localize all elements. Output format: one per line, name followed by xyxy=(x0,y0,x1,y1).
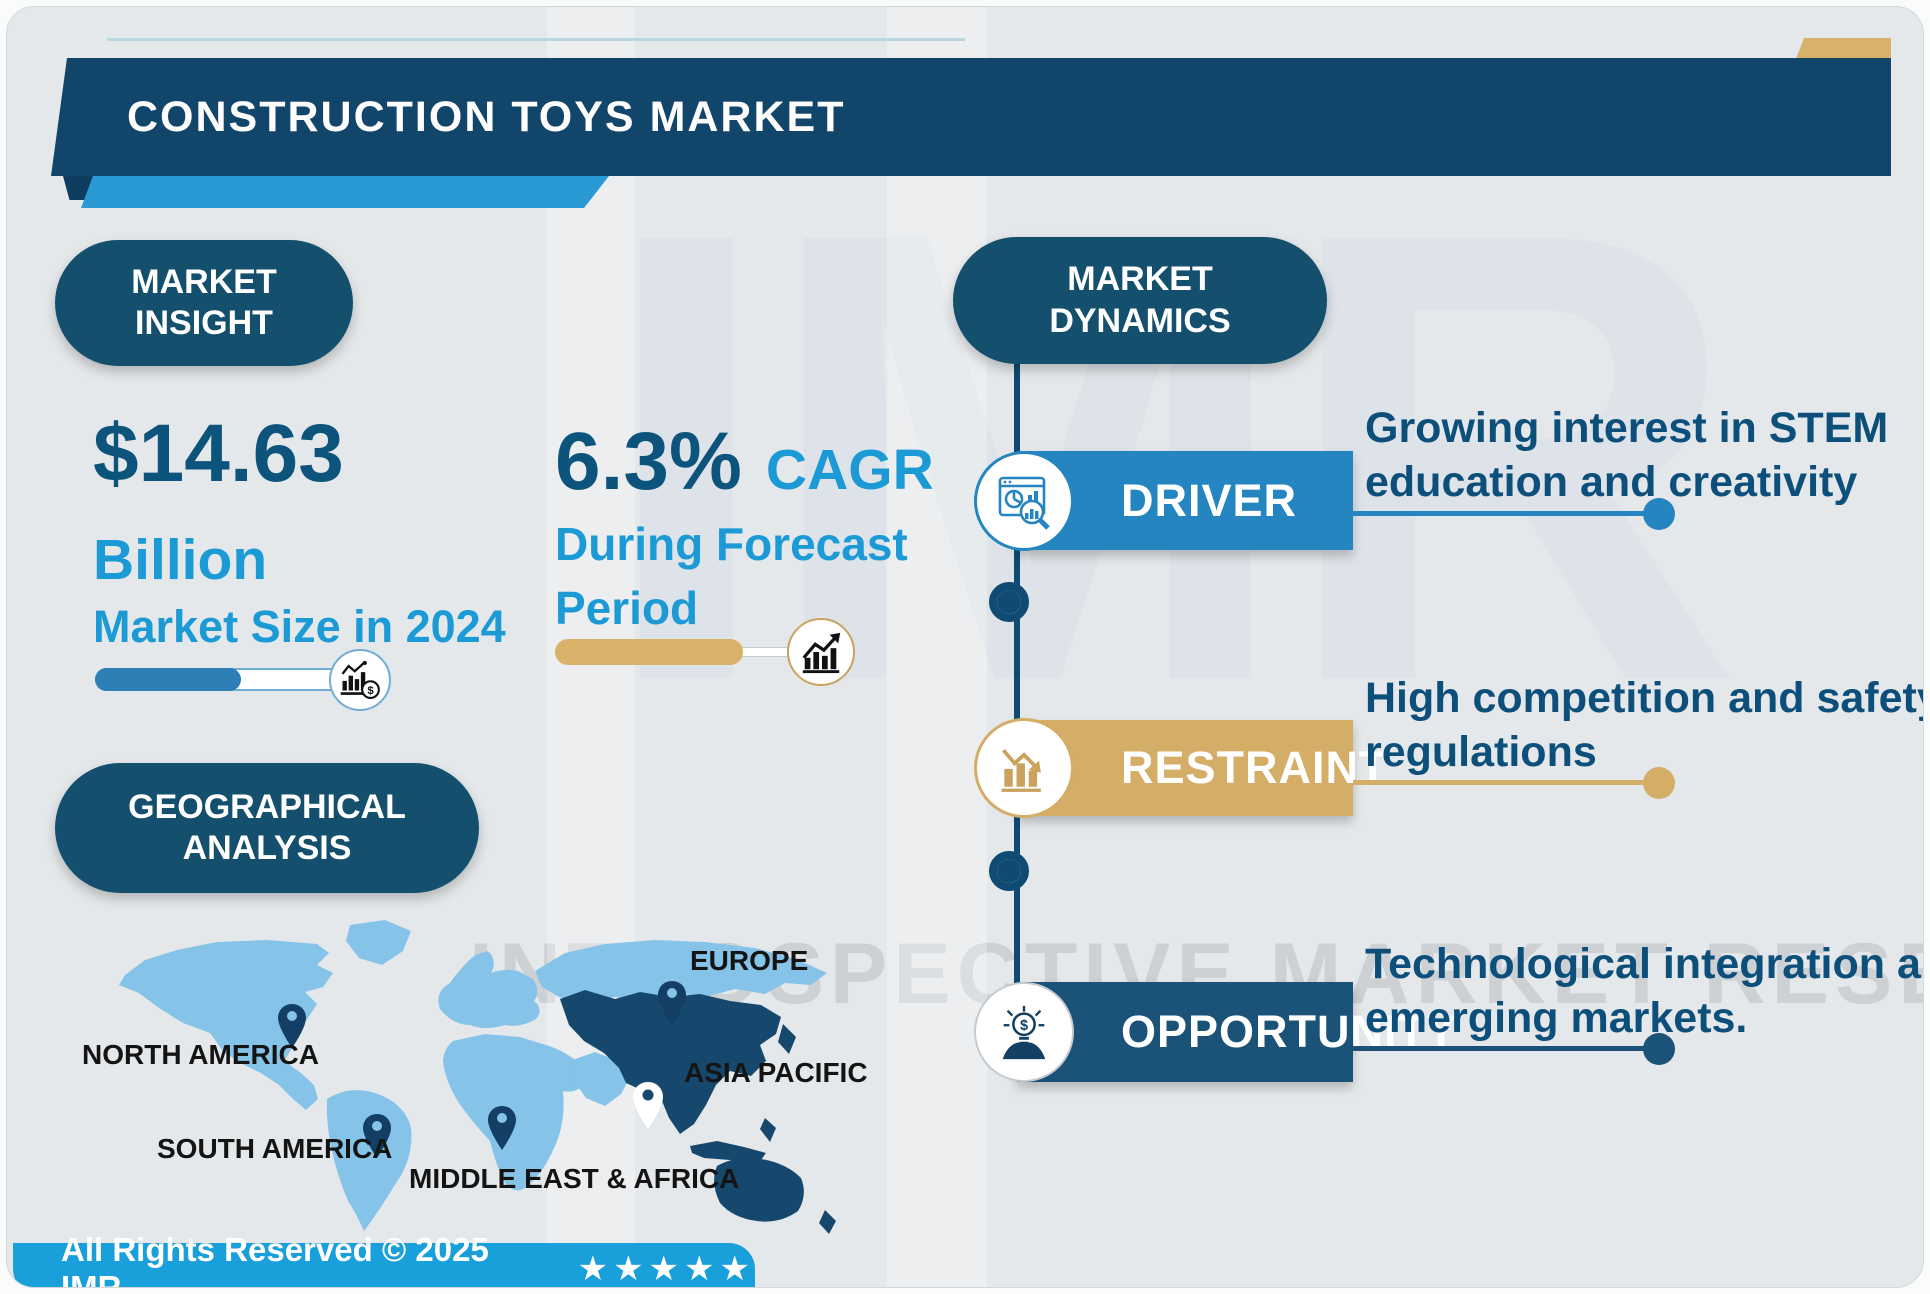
restraint-label: RESTRAINT xyxy=(1121,742,1388,793)
restraint-connector-dot xyxy=(1643,767,1675,799)
cagr-caption: During Forecast xyxy=(555,518,908,570)
driver-text-line: Growing interest in STEM xyxy=(1365,404,1889,452)
restraint-text-line: regulations xyxy=(1365,728,1597,776)
restraint-connector-line xyxy=(1353,780,1651,785)
copyright-text: All Rights Reserved © 2025 IMR xyxy=(61,1231,489,1288)
market-size-value: $14.63 xyxy=(93,408,344,499)
map-pins xyxy=(278,981,686,1158)
page-title: CONSTRUCTION TOYS MARKET xyxy=(127,92,846,141)
market-dynamics-badge: MARKET DYNAMICS xyxy=(953,237,1327,364)
cagr-caption: Period xyxy=(555,582,699,634)
badge-line: GEOGRAPHICAL xyxy=(128,787,406,826)
market-insight-badge: MARKET INSIGHT xyxy=(55,240,353,366)
market-size-caption: Market Size in 2024 xyxy=(93,601,506,652)
timeline-node xyxy=(989,851,1029,891)
footer-bar: All Rights Reserved © 2025 IMR ★★★★★ xyxy=(13,1231,755,1288)
header-accent-bar xyxy=(81,176,609,208)
market-size-progress-fill xyxy=(95,668,241,691)
restraint-text: High competition and safety regulations xyxy=(1365,671,1924,779)
market-size-unit: Billion xyxy=(93,528,268,592)
region-label-middle-east-africa: MIDDLE EAST & AFRICA xyxy=(409,1163,740,1194)
badge-line: DYNAMICS xyxy=(1049,301,1231,340)
declining-chart-icon xyxy=(974,718,1074,818)
badge-line: MARKET xyxy=(131,262,277,301)
opportunity-text-line: emerging markets. xyxy=(1365,994,1748,1042)
cagr-row: 6.3% CAGR xyxy=(555,415,934,509)
badge-line: ANALYSIS xyxy=(182,829,352,867)
growth-chart-icon xyxy=(787,618,855,686)
infographic-card: IMR INTROSPECTIVE MARKET RESEARCH CONSTR… xyxy=(6,6,1924,1288)
region-label-asia-pacific: ASIA PACIFIC xyxy=(684,1057,868,1088)
cagr-value: 6.3% xyxy=(555,416,742,507)
gold-corner-tab xyxy=(1796,38,1891,59)
driver-text: Growing interest in STEM education and c… xyxy=(1365,401,1888,509)
driver-label: DRIVER xyxy=(1121,474,1298,526)
opportunity-connector-line xyxy=(1353,1046,1651,1051)
timeline-line xyxy=(1014,363,1020,1019)
timeline-node xyxy=(989,582,1029,622)
background-stripe xyxy=(887,7,987,1287)
region-label-north-america: NORTH AMERICA xyxy=(82,1039,319,1070)
world-map xyxy=(119,920,836,1234)
restraint-text-line: High competition and safety xyxy=(1365,674,1924,722)
opportunity-connector-dot xyxy=(1643,1033,1675,1065)
geographical-analysis-badge: GEOGRAPHICAL ANALYSIS xyxy=(55,763,479,893)
region-label-europe: EUROPE xyxy=(690,945,809,976)
badge-line: INSIGHT xyxy=(135,304,273,342)
driver-text-line: education and creativity xyxy=(1365,458,1858,506)
opportunity-text-line: Technological integration and xyxy=(1365,940,1924,988)
analysis-magnifier-icon xyxy=(974,451,1074,551)
svg-text:$: $ xyxy=(1020,1018,1028,1034)
driver-bar: DRIVER xyxy=(1017,451,1353,550)
money-chart-icon: $ xyxy=(329,649,391,711)
rating-stars: ★★★★★ xyxy=(577,1250,755,1288)
badge-line: MARKET xyxy=(1067,260,1213,299)
driver-connector-dot xyxy=(1643,498,1675,530)
driver-connector-line xyxy=(1353,511,1651,516)
idea-bulb-icon: $ xyxy=(974,982,1074,1082)
cagr-suffix: CAGR xyxy=(765,438,934,502)
header-accent-line xyxy=(107,38,965,41)
svg-text:$: $ xyxy=(367,685,374,697)
region-label-south-america: SOUTH AMERICA xyxy=(157,1133,393,1164)
opportunity-text: Technological integration and emerging m… xyxy=(1365,937,1924,1045)
cagr-progress-fill xyxy=(555,639,743,665)
header-band: CONSTRUCTION TOYS MARKET xyxy=(51,58,1891,176)
